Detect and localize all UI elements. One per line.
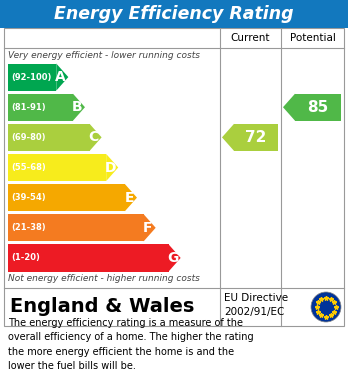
Polygon shape bbox=[283, 93, 295, 121]
Text: A: A bbox=[55, 70, 66, 84]
Text: F: F bbox=[143, 221, 152, 235]
Bar bbox=[295, 93, 341, 121]
Bar bbox=[234, 124, 278, 151]
Text: (1-20): (1-20) bbox=[11, 253, 40, 262]
Text: (21-38): (21-38) bbox=[11, 223, 46, 232]
Text: (39-54): (39-54) bbox=[11, 193, 46, 202]
Text: Not energy efficient - higher running costs: Not energy efficient - higher running co… bbox=[8, 274, 200, 283]
Polygon shape bbox=[56, 63, 68, 91]
Text: Current: Current bbox=[231, 33, 270, 43]
Text: B: B bbox=[72, 100, 82, 114]
Polygon shape bbox=[89, 124, 102, 151]
Text: EU Directive
2002/91/EC: EU Directive 2002/91/EC bbox=[224, 293, 288, 317]
Bar bbox=[0, 0, 348, 28]
Text: The energy efficiency rating is a measure of the
overall efficiency of a home. T: The energy efficiency rating is a measur… bbox=[8, 318, 254, 371]
Bar bbox=[8, 93, 73, 121]
Text: England & Wales: England & Wales bbox=[10, 298, 195, 316]
Text: 85: 85 bbox=[307, 100, 329, 115]
Bar bbox=[8, 124, 89, 151]
Text: Potential: Potential bbox=[290, 33, 335, 43]
Circle shape bbox=[311, 292, 341, 322]
Bar bbox=[8, 63, 56, 91]
Polygon shape bbox=[222, 124, 234, 151]
Text: E: E bbox=[124, 191, 134, 204]
Bar bbox=[8, 154, 106, 181]
Polygon shape bbox=[168, 244, 181, 271]
Text: G: G bbox=[167, 251, 179, 265]
Text: D: D bbox=[105, 160, 116, 174]
Text: (55-68): (55-68) bbox=[11, 163, 46, 172]
Bar bbox=[4, 28, 344, 326]
Text: 72: 72 bbox=[245, 130, 267, 145]
Polygon shape bbox=[73, 93, 85, 121]
Text: Very energy efficient - lower running costs: Very energy efficient - lower running co… bbox=[8, 51, 200, 60]
Text: Energy Efficiency Rating: Energy Efficiency Rating bbox=[54, 5, 294, 23]
Polygon shape bbox=[125, 184, 137, 211]
Text: C: C bbox=[89, 130, 99, 144]
Polygon shape bbox=[144, 214, 156, 241]
Text: (81-91): (81-91) bbox=[11, 103, 46, 112]
Text: (92-100): (92-100) bbox=[11, 73, 52, 82]
Polygon shape bbox=[106, 154, 118, 181]
Text: (69-80): (69-80) bbox=[11, 133, 46, 142]
Bar bbox=[8, 184, 125, 211]
Bar bbox=[8, 214, 144, 241]
Bar bbox=[8, 244, 168, 271]
